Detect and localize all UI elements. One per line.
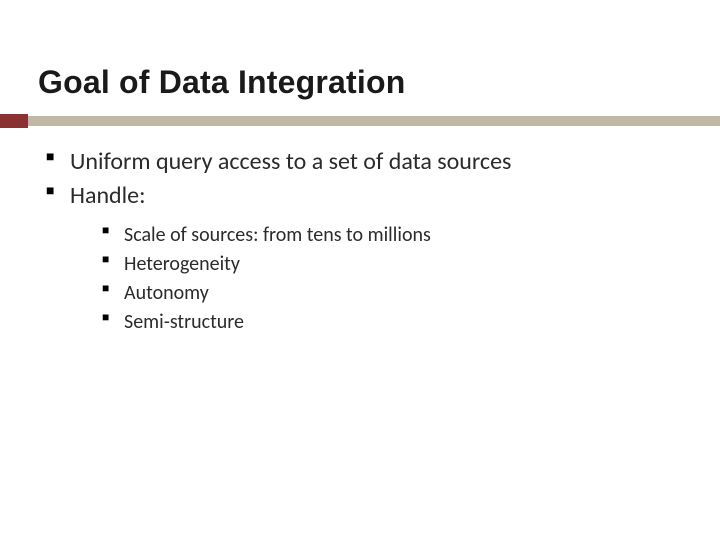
slide-title: Goal of Data Integration <box>38 64 406 101</box>
title-rule <box>0 114 720 128</box>
title-rule-accent <box>0 114 28 128</box>
list-item: Scale of sources: from tens to millions <box>98 221 680 249</box>
bullet-list-level1: Uniform query access to a set of data so… <box>40 146 680 336</box>
list-item: Heterogeneity <box>98 250 680 278</box>
list-item-label: Handle: <box>70 181 146 210</box>
slide: Goal of Data Integration Uniform query a… <box>0 0 720 540</box>
list-item: Handle: Scale of sources: from tens to m… <box>40 180 680 335</box>
bullet-list-level2: Scale of sources: from tens to millions … <box>98 221 680 336</box>
list-item: Uniform query access to a set of data so… <box>40 146 680 178</box>
list-item: Autonomy <box>98 279 680 307</box>
slide-body: Uniform query access to a set of data so… <box>40 146 680 338</box>
list-item: Semi-structure <box>98 308 680 336</box>
title-rule-main <box>0 116 720 126</box>
